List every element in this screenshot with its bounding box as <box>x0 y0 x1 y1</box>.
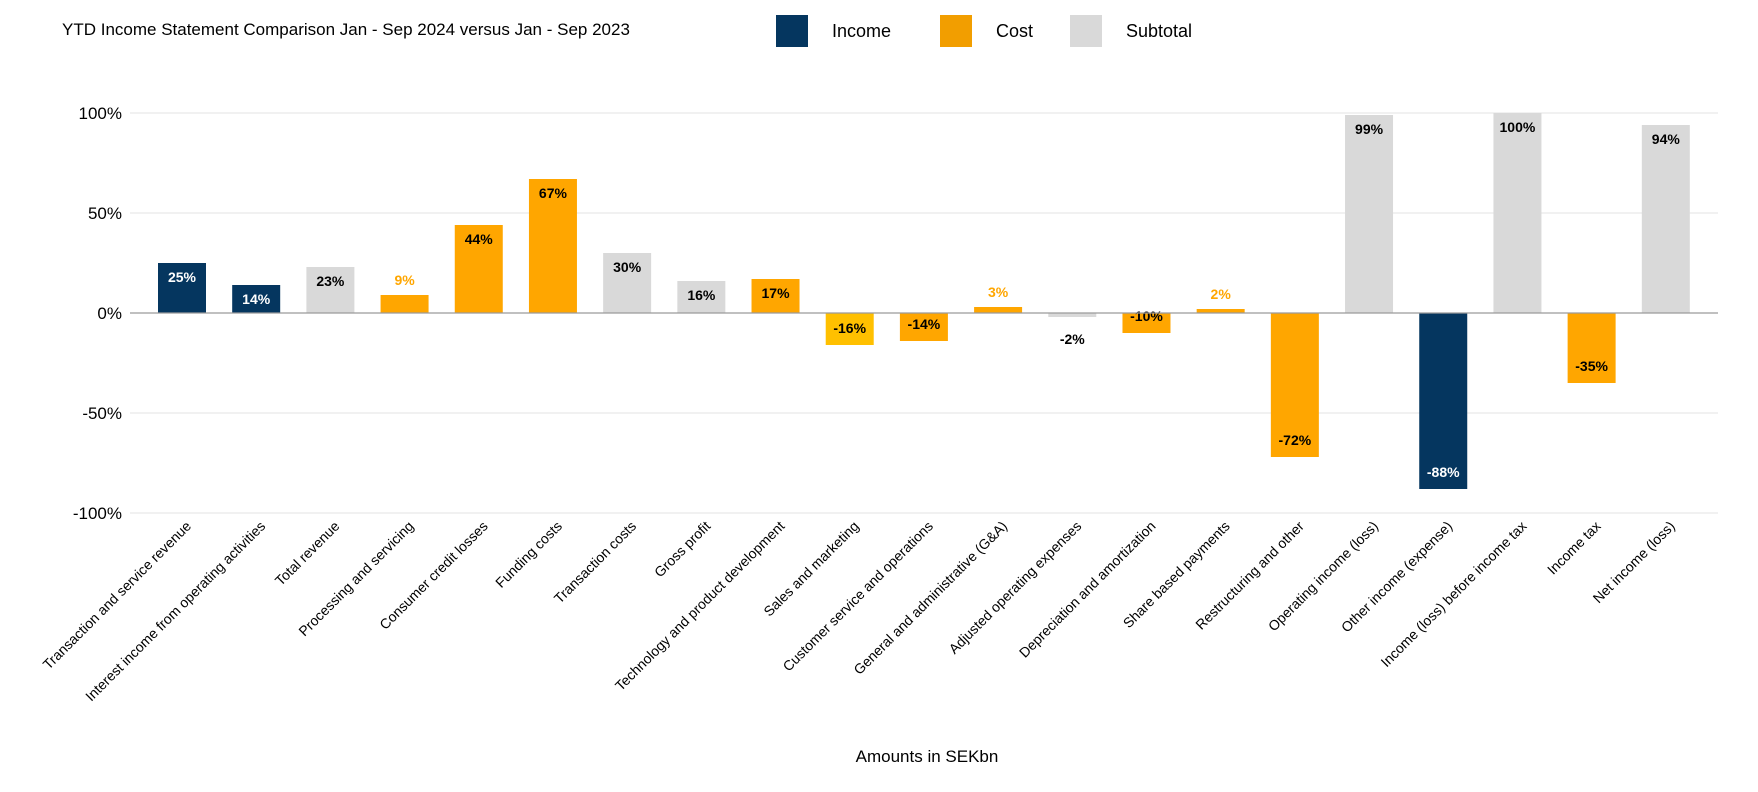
bar <box>454 225 503 313</box>
chart-title: YTD Income Statement Comparison Jan - Se… <box>62 20 630 39</box>
data-label: -14% <box>908 316 941 332</box>
bar <box>677 281 726 313</box>
x-axis-title: Amounts in SEKbn <box>0 747 1758 767</box>
bar <box>974 307 1023 313</box>
data-label: 17% <box>762 285 791 301</box>
legend-item-cost: Cost <box>940 14 1033 48</box>
x-tick-label: General and administrative (G&A) <box>850 518 1010 678</box>
data-label: 99% <box>1355 121 1384 137</box>
bar <box>825 313 874 345</box>
bar <box>1641 125 1690 313</box>
data-label: 30% <box>613 259 642 275</box>
legend-label-subtotal: Subtotal <box>1126 20 1193 41</box>
x-tick-label: Gross profit <box>651 518 714 581</box>
x-tick-label: Income tax <box>1544 518 1604 578</box>
data-label: -72% <box>1279 432 1312 448</box>
x-tick-label: Transaction and service revenue <box>40 518 195 673</box>
x-tick-label: Net income (loss) <box>1590 518 1678 606</box>
y-tick-label: -50% <box>82 404 122 423</box>
x-tick-label: Transaction costs <box>551 518 640 607</box>
x-tick-label: Funding costs <box>492 518 565 591</box>
y-tick-label: 0% <box>97 304 122 323</box>
data-label: -35% <box>1575 358 1608 374</box>
x-tick-label: Customer service and operations <box>779 518 936 675</box>
bar <box>380 295 429 313</box>
legend-item-subtotal: Subtotal <box>1070 14 1192 48</box>
data-label: 2% <box>1211 286 1232 302</box>
bar <box>1493 113 1542 313</box>
data-label: -2% <box>1060 331 1085 347</box>
bar <box>1048 313 1097 317</box>
data-label: -16% <box>833 320 866 336</box>
legend-item-income: Income <box>776 14 891 48</box>
bar <box>1567 313 1616 383</box>
data-label: 23% <box>316 273 345 289</box>
bar <box>1122 313 1171 333</box>
x-tick-label: Adjusted operating expenses <box>945 518 1084 657</box>
bar <box>1270 313 1319 457</box>
data-label: 94% <box>1652 131 1681 147</box>
data-label: 3% <box>988 284 1009 300</box>
x-tick-label: Total revenue <box>272 518 343 589</box>
bar <box>232 285 281 313</box>
legend-swatch-cost <box>940 15 972 47</box>
bar <box>899 313 948 341</box>
bar <box>1345 115 1394 313</box>
x-tick-label: Income (loss) before income tax <box>1377 518 1529 670</box>
data-label: -88% <box>1427 464 1460 480</box>
bar <box>158 263 206 313</box>
data-label: 44% <box>465 231 494 247</box>
x-axis-title-text: Amounts in SEKbn <box>855 747 999 766</box>
y-tick-label: -100% <box>73 504 122 523</box>
data-label: -10% <box>1130 308 1163 324</box>
legend-label-income: Income <box>832 20 892 41</box>
legend-swatch-income <box>776 15 808 47</box>
legend: Income Cost Subtotal <box>0 0 1758 60</box>
bar <box>751 279 800 313</box>
bar <box>306 267 355 313</box>
legend-swatch-subtotal <box>1070 15 1102 47</box>
bar <box>603 253 652 313</box>
bar <box>528 179 577 313</box>
y-tick-label: 100% <box>79 104 122 123</box>
data-label: 14% <box>242 291 271 307</box>
data-label: 67% <box>539 185 568 201</box>
bar <box>1196 309 1245 313</box>
y-tick-label: 50% <box>88 204 122 223</box>
legend-label-cost: Cost <box>996 20 1034 41</box>
data-label: 25% <box>168 269 197 285</box>
bar <box>1419 313 1468 489</box>
data-label: 16% <box>687 287 716 303</box>
data-label: 9% <box>394 272 415 288</box>
x-tick-label: Depreciation and amortization <box>1016 518 1159 661</box>
data-label: 100% <box>1500 119 1536 135</box>
